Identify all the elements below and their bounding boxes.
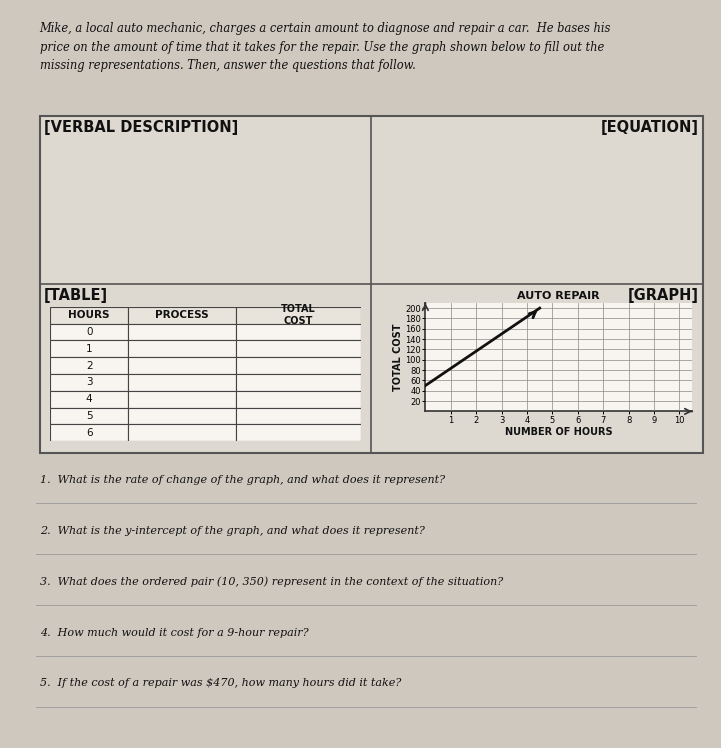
Bar [236, 307, 360, 323]
Text: 6: 6 [86, 428, 92, 438]
Text: [EQUATION]: [EQUATION] [601, 120, 699, 135]
Text: [VERBAL DESCRIPTION]: [VERBAL DESCRIPTION] [44, 120, 238, 135]
Text: TOTAL
COST: TOTAL COST [281, 304, 316, 326]
Bar [236, 324, 360, 340]
Text: 3: 3 [86, 378, 92, 387]
Bar [128, 390, 236, 408]
Text: 0: 0 [86, 327, 92, 337]
Bar [50, 358, 128, 374]
Text: 5.  If the cost of a repair was $470, how many hours did it take?: 5. If the cost of a repair was $470, how… [40, 678, 401, 688]
X-axis label: NUMBER OF HOURS: NUMBER OF HOURS [505, 427, 613, 438]
FancyBboxPatch shape [40, 116, 703, 453]
Bar [236, 408, 360, 425]
Bar [50, 340, 128, 358]
Bar [236, 358, 360, 374]
Bar [50, 324, 128, 340]
Text: [TABLE]: [TABLE] [44, 288, 108, 303]
Bar [128, 374, 236, 390]
Bar [128, 340, 236, 358]
Text: 2: 2 [86, 361, 92, 370]
Title: AUTO REPAIR: AUTO REPAIR [518, 291, 600, 301]
Bar [236, 340, 360, 358]
Bar [128, 324, 236, 340]
Text: 2.  What is the y-intercept of the graph, and what does it represent?: 2. What is the y-intercept of the graph,… [40, 526, 425, 536]
Bar [236, 390, 360, 408]
Text: Mike, a local auto mechanic, charges a certain amount to diagnose and repair a c: Mike, a local auto mechanic, charges a c… [40, 22, 611, 73]
Bar [236, 374, 360, 390]
Bar [128, 408, 236, 425]
Text: 1: 1 [86, 344, 92, 354]
Text: HOURS: HOURS [68, 310, 110, 320]
Bar [50, 307, 128, 323]
Text: 5: 5 [86, 411, 92, 421]
Bar [50, 374, 128, 390]
Bar [128, 307, 236, 323]
Bar [236, 425, 360, 441]
Text: PROCESS: PROCESS [156, 310, 209, 320]
Text: 3.  What does the ordered pair (10, 350) represent in the context of the situati: 3. What does the ordered pair (10, 350) … [40, 577, 503, 587]
Text: 4: 4 [86, 394, 92, 404]
Text: 1.  What is the rate of change of the graph, and what does it represent?: 1. What is the rate of change of the gra… [40, 475, 445, 485]
Y-axis label: TOTAL COST: TOTAL COST [392, 323, 402, 391]
Bar [128, 358, 236, 374]
Bar [128, 425, 236, 441]
Bar [50, 425, 128, 441]
Bar [50, 408, 128, 425]
Text: [GRAPH]: [GRAPH] [628, 288, 699, 303]
Text: 4.  How much would it cost for a 9-hour repair?: 4. How much would it cost for a 9-hour r… [40, 628, 309, 637]
Bar [50, 390, 128, 408]
